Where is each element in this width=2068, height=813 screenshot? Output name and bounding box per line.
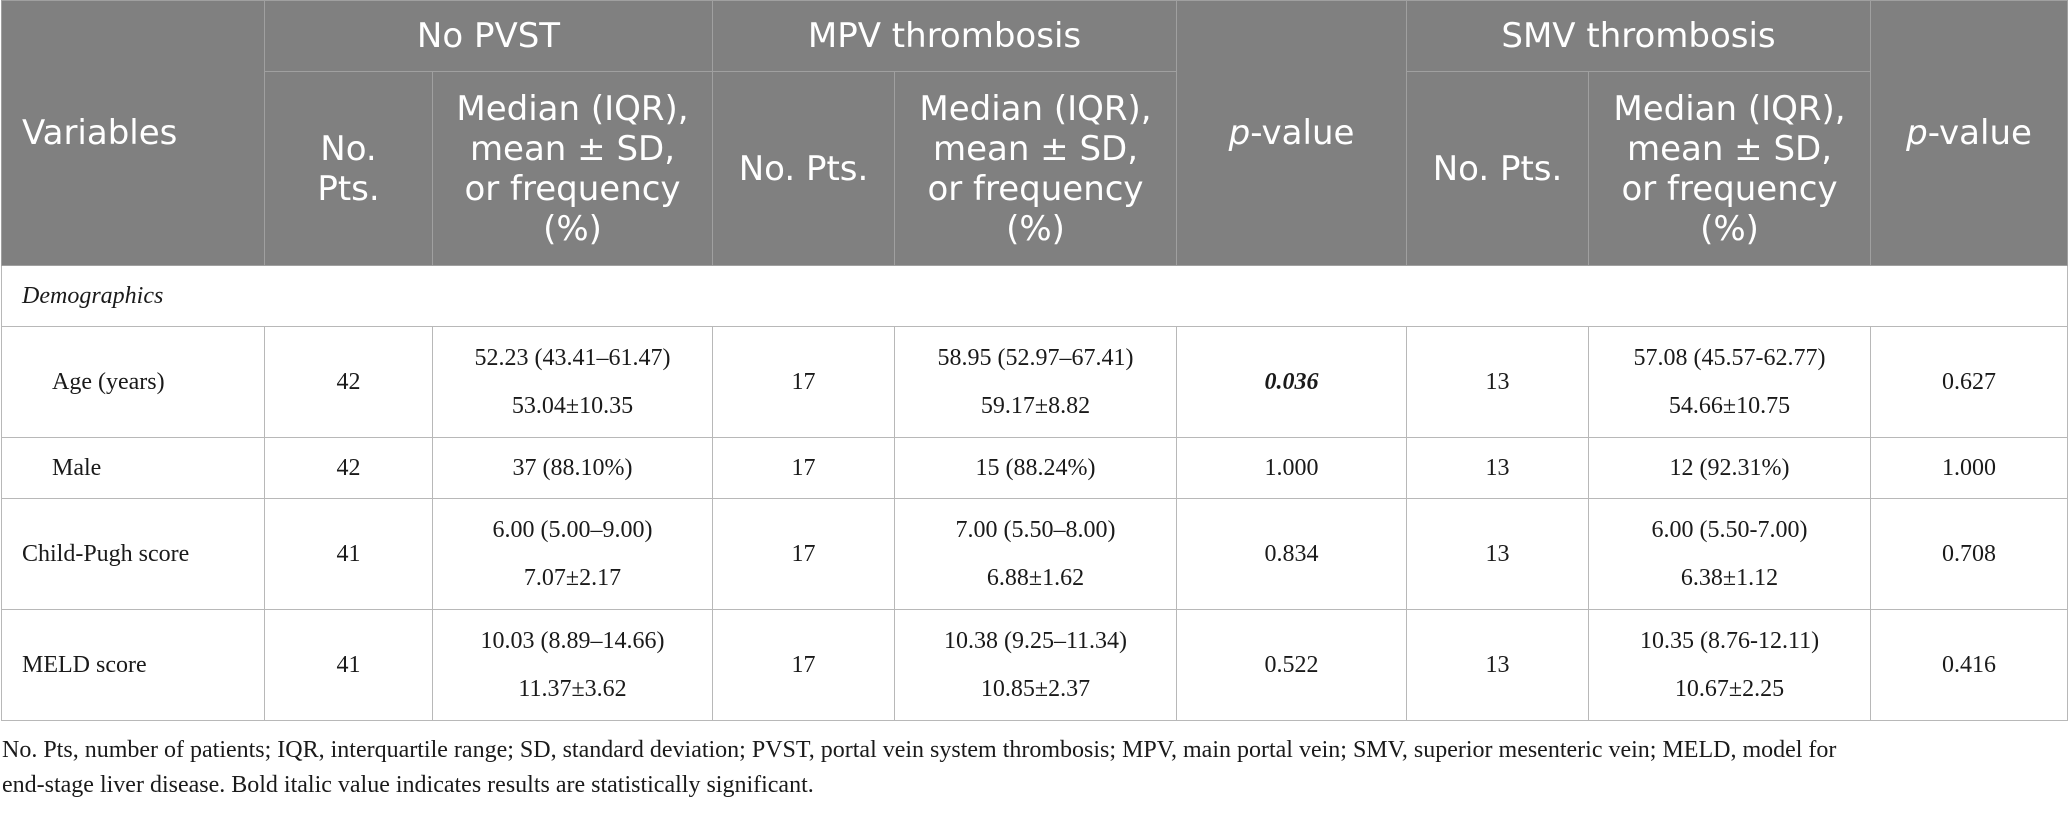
header-no-pts-mpv: No. Pts. (712, 71, 895, 266)
cell-nopvst-stat: 10.03 (8.89–14.66) 11.37±3.62 (432, 609, 713, 721)
cell-mpv-stat: 10.38 (9.25–11.34) 10.85±2.37 (893, 609, 1178, 721)
cell-smv-n: 13 (1406, 609, 1590, 721)
row-label: MELD score (1, 609, 265, 721)
results-table: Variables No PVST MPV thrombosis p-value… (0, 0, 2068, 721)
footnote-line: end-stage liver disease. Bold italic val… (2, 772, 814, 798)
cell-mpv-n: 17 (712, 326, 895, 438)
header-p-value-mpv: p-value (1176, 0, 1408, 266)
cell-nopvst-n: 42 (264, 326, 433, 438)
cell-mpv-stat: 7.00 (5.50–8.00) 6.88±1.62 (893, 498, 1178, 610)
cell-smv-stat: 6.00 (5.50-7.00) 6.38±1.12 (1588, 498, 1872, 610)
cell-smv-n: 13 (1406, 498, 1590, 610)
cell-p-value-mpv: 0.522 (1176, 609, 1408, 721)
cell-p-value-mpv: 0.834 (1176, 498, 1408, 610)
cell-p-value-smv: 0.708 (1870, 498, 2068, 610)
header-no-pvst: No PVST (264, 0, 713, 72)
header-mpv-thrombosis: MPV thrombosis (711, 0, 1178, 72)
cell-smv-stat: 12 (92.31%) (1588, 437, 1872, 499)
section-demographics: Demographics (0, 265, 2068, 327)
table-row: Age (years) 42 52.23 (43.41–61.47) 53.04… (1, 326, 2068, 438)
header-stat-nopvst: Median (IQR), mean ± SD, or frequency (%… (432, 71, 713, 266)
cell-nopvst-stat: 37 (88.10%) (432, 437, 713, 499)
cell-smv-stat: 10.35 (8.76-12.11) 10.67±2.25 (1588, 609, 1872, 721)
header-stat-smv: Median (IQR), mean ± SD, or frequency (%… (1588, 71, 1872, 266)
cell-nopvst-stat: 6.00 (5.00–9.00) 7.07±2.17 (432, 498, 713, 610)
cell-smv-n: 13 (1406, 326, 1590, 438)
row-label: Child-Pugh score (1, 498, 265, 610)
cell-nopvst-stat: 52.23 (43.41–61.47) 53.04±10.35 (432, 326, 713, 438)
row-label: Age (years) (1, 326, 265, 438)
cell-nopvst-n: 41 (264, 498, 433, 610)
cell-p-value-smv: 0.416 (1870, 609, 2068, 721)
row-label: Male (1, 437, 265, 499)
header-no-pts-smv: No. Pts. (1406, 71, 1590, 266)
table-footnote: No. Pts, number of patients; IQR, interq… (0, 721, 2068, 803)
cell-smv-n: 13 (1406, 437, 1590, 499)
cell-p-value-smv: 0.627 (1870, 326, 2068, 438)
cell-mpv-n: 17 (712, 498, 895, 610)
significant-value: 0.036 (1264, 369, 1319, 395)
cell-p-value-smv: 1.000 (1870, 437, 2068, 499)
cell-p-value-mpv: 1.000 (1176, 437, 1408, 499)
header-stat-mpv: Median (IQR), mean ± SD, or frequency (%… (893, 71, 1178, 266)
cell-nopvst-n: 42 (264, 437, 433, 499)
footnote-line: No. Pts, number of patients; IQR, interq… (2, 737, 1837, 763)
cell-p-value-mpv: 0.036 (1176, 326, 1408, 438)
header-no-pts-nopvst: No. Pts. (264, 71, 433, 266)
header-p-value-smv: p-value (1870, 0, 2068, 266)
cell-mpv-stat: 58.95 (52.97–67.41) 59.17±8.82 (893, 326, 1178, 438)
header-variables: Variables (1, 0, 265, 266)
header-smv-thrombosis: SMV thrombosis (1406, 0, 1872, 72)
cell-mpv-n: 17 (712, 609, 895, 721)
table-row: Child-Pugh score 41 6.00 (5.00–9.00) 7.0… (1, 498, 2068, 610)
table-row: Male 42 37 (88.10%) 17 15 (88.24%) 1.000… (1, 437, 2068, 499)
cell-mpv-stat: 15 (88.24%) (893, 437, 1178, 499)
cell-nopvst-n: 41 (264, 609, 433, 721)
table-row: MELD score 41 10.03 (8.89–14.66) 11.37±3… (1, 609, 2068, 721)
cell-smv-stat: 57.08 (45.57-62.77) 54.66±10.75 (1588, 326, 1872, 438)
cell-mpv-n: 17 (712, 437, 895, 499)
